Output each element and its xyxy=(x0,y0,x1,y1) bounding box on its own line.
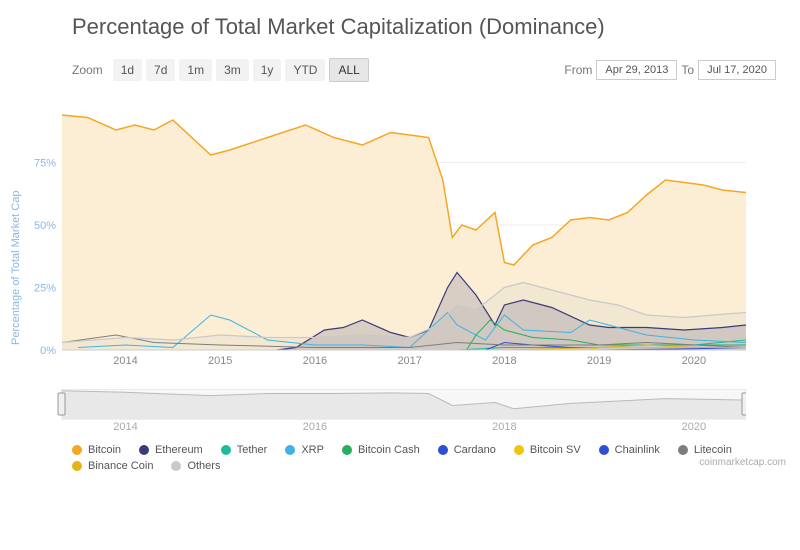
svg-text:75%: 75% xyxy=(34,158,56,170)
from-label: From xyxy=(564,63,592,77)
svg-text:2014: 2014 xyxy=(113,355,137,367)
legend-dot-icon xyxy=(678,445,688,455)
chart-title: Percentage of Total Market Capitalizatio… xyxy=(72,14,790,40)
svg-text:2020: 2020 xyxy=(682,355,706,367)
zoom-1d-button[interactable]: 1d xyxy=(113,59,142,81)
svg-text:25%: 25% xyxy=(34,283,56,295)
navigator-chart[interactable]: 2014 2016 2018 2020 xyxy=(26,389,746,431)
legend-item-litecoin[interactable]: Litecoin xyxy=(678,444,732,456)
zoom-1m-button[interactable]: 1m xyxy=(179,59,212,81)
svg-text:2018: 2018 xyxy=(492,421,516,431)
legend-dot-icon xyxy=(285,445,295,455)
credit-text: coinmarketcap.com xyxy=(699,457,786,468)
legend-item-xrp[interactable]: XRP xyxy=(285,444,324,456)
legend-item-chainlink[interactable]: Chainlink xyxy=(599,444,660,456)
legend-item-ethereum[interactable]: Ethereum xyxy=(139,444,203,456)
svg-text:2019: 2019 xyxy=(587,355,611,367)
legend-item-others[interactable]: Others xyxy=(171,460,220,472)
svg-text:50%: 50% xyxy=(34,220,56,232)
legend-item-bitcoin-sv[interactable]: Bitcoin SV xyxy=(514,444,581,456)
zoom-1y-button[interactable]: 1y xyxy=(253,59,282,81)
zoom-7d-button[interactable]: 7d xyxy=(146,59,175,81)
legend-item-bitcoin-cash[interactable]: Bitcoin Cash xyxy=(342,444,420,456)
zoom-3m-button[interactable]: 3m xyxy=(216,59,249,81)
y-axis-title: Percentage of Total Market Cap xyxy=(10,100,22,436)
to-date-input[interactable]: Jul 17, 2020 xyxy=(698,60,776,80)
legend-dot-icon xyxy=(342,445,352,455)
from-date-input[interactable]: Apr 29, 2013 xyxy=(596,60,677,80)
svg-text:2020: 2020 xyxy=(682,421,706,431)
legend-dot-icon xyxy=(514,445,524,455)
zoom-all-button[interactable]: ALL xyxy=(329,58,368,82)
legend-dot-icon xyxy=(72,445,82,455)
legend-dot-icon xyxy=(72,461,82,471)
zoom-label: Zoom xyxy=(72,63,103,77)
svg-text:2016: 2016 xyxy=(303,421,327,431)
chart-legend: Bitcoin Ethereum Tether XRP Bitcoin Cash Card… xyxy=(72,444,790,472)
dominance-chart[interactable]: 0% 25% 50% 75% 2014 2015 2016 2017 2018 2019 2020 xyxy=(26,100,746,370)
legend-dot-icon xyxy=(171,461,181,471)
legend-dot-icon xyxy=(139,445,149,455)
legend-item-binance-coin[interactable]: Binance Coin xyxy=(72,460,153,472)
legend-item-bitcoin[interactable]: Bitcoin xyxy=(72,444,121,456)
zoom-ytd-button[interactable]: YTD xyxy=(285,59,325,81)
svg-text:0%: 0% xyxy=(40,345,56,357)
legend-item-tether[interactable]: Tether xyxy=(221,444,268,456)
legend-dot-icon xyxy=(599,445,609,455)
legend-dot-icon xyxy=(438,445,448,455)
svg-text:2014: 2014 xyxy=(113,421,137,431)
legend-dot-icon xyxy=(221,445,231,455)
svg-text:2015: 2015 xyxy=(208,355,232,367)
legend-item-cardano[interactable]: Cardano xyxy=(438,444,496,456)
svg-text:2017: 2017 xyxy=(397,355,421,367)
svg-text:2016: 2016 xyxy=(303,355,327,367)
to-label: To xyxy=(681,63,694,77)
svg-text:2018: 2018 xyxy=(492,355,516,367)
chart-controls: Zoom 1d7d1m3m1yYTDALL From Apr 29, 2013 … xyxy=(72,60,780,80)
